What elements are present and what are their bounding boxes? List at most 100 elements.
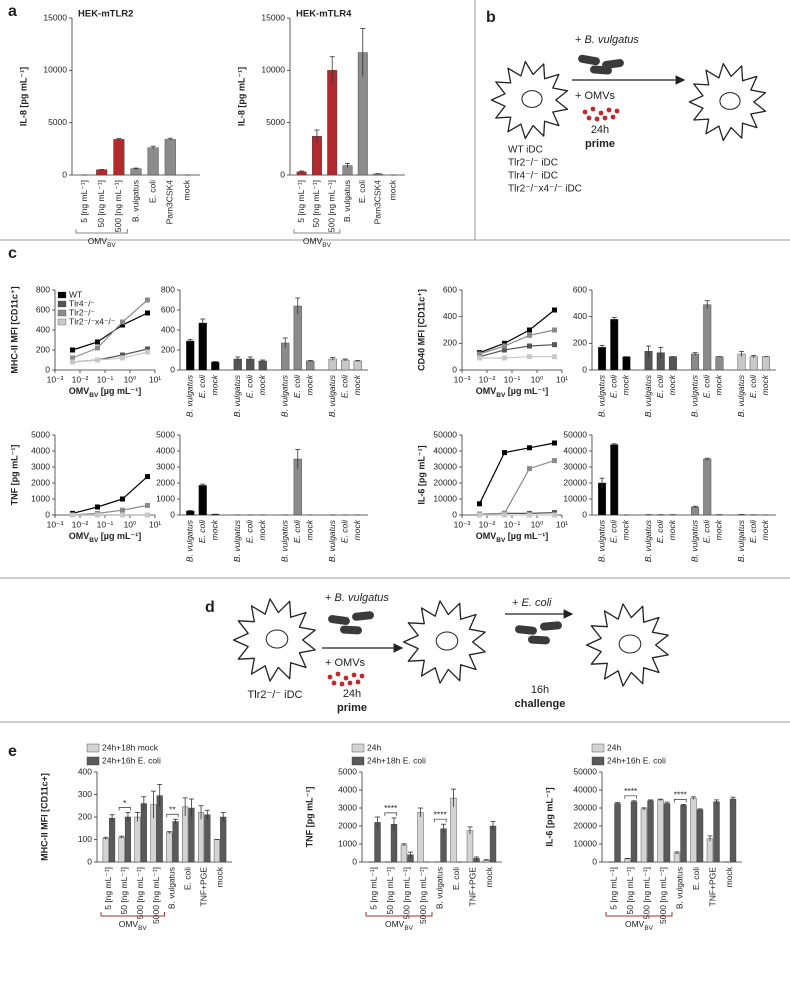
legend-label: Tlr2⁻/⁻ <box>69 307 95 317</box>
x-tick-label: E. coli <box>748 374 758 398</box>
legend-swatch <box>351 743 365 753</box>
marker <box>551 327 557 333</box>
group-label: OMVBV <box>119 919 148 932</box>
group-label: BV <box>138 925 147 932</box>
y-tick-label: 5000 <box>48 117 67 127</box>
y-tick-label: 20000 <box>433 477 457 487</box>
marker <box>501 343 507 349</box>
legend-label: WT <box>69 289 82 299</box>
x-tick-label: 50 [ng mL⁻¹] <box>311 180 321 227</box>
omv <box>602 115 608 121</box>
line <box>72 348 148 363</box>
y-tick-label: 1000 <box>31 493 50 503</box>
bar <box>293 305 302 371</box>
group-label: BV <box>107 242 116 249</box>
marker <box>551 342 557 348</box>
diagram-text: E. coli <box>522 597 553 609</box>
x-tick-label: mock <box>714 519 724 540</box>
x-axis-label: BV <box>89 392 99 399</box>
y-tick-label: 0 <box>452 364 457 374</box>
significance-bracket <box>384 812 398 816</box>
x-tick-label: B. vulgatus <box>232 374 242 417</box>
error-bar <box>641 807 647 810</box>
error-bar <box>624 858 630 860</box>
bar <box>622 356 631 371</box>
x-axis-label: OMV <box>476 531 497 541</box>
bacterium <box>578 54 600 66</box>
group-label: OMV <box>303 236 323 246</box>
marker <box>144 349 150 355</box>
error-bar <box>103 836 109 840</box>
bar <box>466 830 474 863</box>
y-tick-label: 5000 <box>266 117 285 127</box>
y-tick-label: 15000 <box>261 12 285 22</box>
significance-label: ** <box>169 805 176 815</box>
significance-bracket <box>673 799 687 803</box>
x-axis-label: [µg mL⁻¹] <box>98 386 141 396</box>
error-bar <box>198 805 204 820</box>
y-tick-label: 600 <box>443 284 457 294</box>
bar <box>198 322 207 371</box>
omv <box>331 680 337 686</box>
y-tick-label: 4000 <box>338 784 357 794</box>
legend-swatch <box>591 756 605 766</box>
y-tick-label: 400 <box>443 311 457 321</box>
x-tick-label: B. vulgatus <box>689 519 699 562</box>
diagram-text: + OMVs <box>575 90 616 102</box>
bar <box>198 485 207 516</box>
omv <box>359 673 365 679</box>
bar <box>400 844 408 863</box>
x-tick-label: 500 [ng mL⁻¹] <box>113 180 123 232</box>
legend-label: 24h <box>367 742 381 752</box>
error-bar <box>483 859 489 861</box>
x-tick-label: B. vulgatus <box>435 867 445 909</box>
bar <box>118 837 125 863</box>
x-axis-label: [µg mL⁻¹] <box>505 386 548 396</box>
x-tick-label: mock <box>210 374 220 395</box>
y-tick-label: 3000 <box>156 461 175 471</box>
x-tick-label: 10⁻² <box>479 374 496 384</box>
bacterium <box>590 65 612 75</box>
omv <box>327 674 333 680</box>
error-bar <box>401 843 407 846</box>
marker <box>526 343 532 349</box>
x-tick-label: 500 [ng mL⁻¹] <box>326 180 336 232</box>
error-bar <box>739 350 745 357</box>
group-label: OMVBV <box>625 919 654 932</box>
omv <box>598 110 604 116</box>
diagram-text: Tlr4⁻/⁻ iDC <box>508 171 558 182</box>
group-label: OMV <box>119 919 139 929</box>
x-tick-label: 10⁻¹ <box>504 519 521 529</box>
marker <box>69 359 75 365</box>
x-tick-label: TNF+PGE <box>198 867 208 907</box>
error-bar <box>99 169 105 171</box>
legend-swatch <box>351 756 365 766</box>
y-tick-label: 600 <box>161 304 175 314</box>
diagram-text: WT iDC <box>508 145 543 156</box>
bar <box>598 347 607 371</box>
x-tick-label: E. coli <box>245 374 255 398</box>
marker <box>144 474 150 480</box>
error-bar <box>360 28 366 77</box>
marker <box>551 440 557 446</box>
x-tick-label: E. coli <box>183 867 193 890</box>
line <box>479 309 555 354</box>
y-tick-label: 0 <box>170 509 175 519</box>
group-label: OMVBV <box>88 236 117 249</box>
x-tick-label: 5000 [ng mL⁻¹] <box>151 867 161 924</box>
y-tick-label: 50000 <box>563 429 587 439</box>
error-bar <box>187 339 193 343</box>
marker <box>94 345 100 351</box>
x-tick-label: mock <box>621 374 631 395</box>
bar <box>703 304 712 371</box>
diagram-text: + B. vulgatus <box>325 592 389 604</box>
x-tick-label: mock <box>724 866 734 887</box>
error-bar <box>631 800 637 803</box>
omv <box>582 109 588 115</box>
error-bar <box>375 173 381 175</box>
y-tick-label: 0 <box>592 856 597 866</box>
y-axis-label: MHC-II MFI [CD11c⁺] <box>9 286 19 373</box>
bar <box>691 506 700 516</box>
x-tick-label: E. coli <box>340 374 350 398</box>
